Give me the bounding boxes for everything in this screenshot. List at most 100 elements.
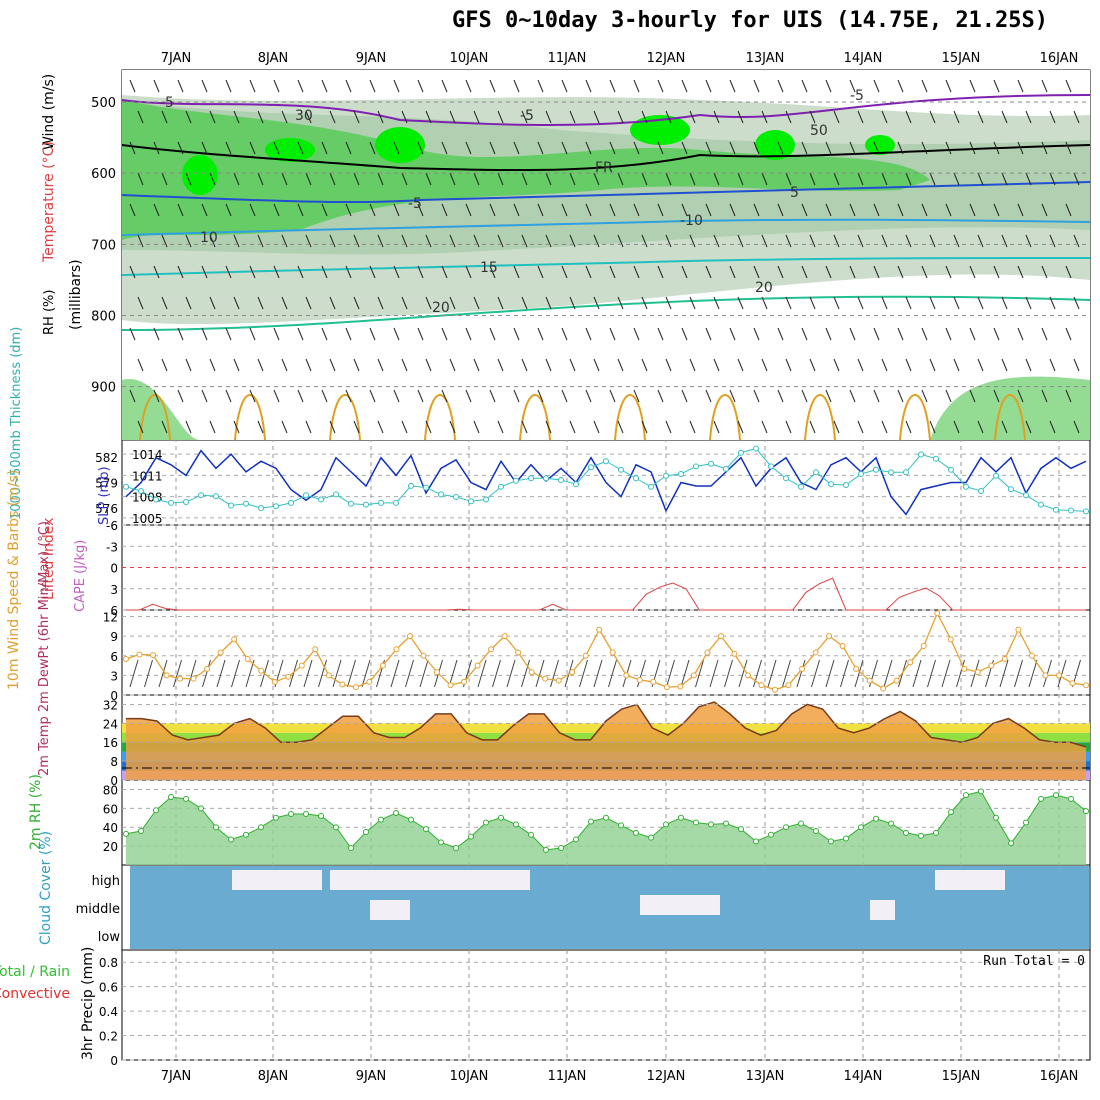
wind-barb <box>161 420 168 434</box>
wind-speed-point <box>1069 680 1076 687</box>
wind-barb <box>593 172 600 186</box>
wind-barb <box>497 234 504 248</box>
wind-speed-point <box>352 684 359 691</box>
wind-barb <box>185 420 192 434</box>
wind-barb <box>129 141 136 155</box>
wind-barb <box>849 203 856 217</box>
wind-barb <box>161 234 168 248</box>
wind-speed-line <box>125 611 1087 691</box>
thickness-point <box>678 471 684 477</box>
wind-barb <box>305 110 312 124</box>
x-tick-label-bottom: 9JAN <box>356 1069 387 1084</box>
rh-2m-point <box>393 810 399 817</box>
wind-barb <box>761 296 768 310</box>
wind-barb <box>641 420 648 434</box>
wind-barb <box>417 203 424 217</box>
thickness-point <box>288 499 294 506</box>
rh-2m-point <box>513 821 519 828</box>
wind-speed-point <box>1042 672 1049 679</box>
wind-barb <box>657 141 664 155</box>
y-tick-label: 600 <box>91 167 116 182</box>
contour-label: -5 <box>520 108 534 124</box>
wind-barb <box>249 203 256 217</box>
wind-barb <box>233 234 240 248</box>
surface-wind-barb <box>231 659 240 688</box>
wind-barb <box>881 420 888 434</box>
wind-barb <box>897 141 904 155</box>
wind-barb <box>137 172 144 186</box>
thickness-point <box>1008 486 1014 493</box>
wind-barb <box>881 172 888 186</box>
wind-barb <box>425 420 432 434</box>
wind-barb <box>249 141 256 155</box>
wind-barb <box>849 389 856 403</box>
wind-barb <box>489 327 496 341</box>
wind-speed-point <box>298 662 305 669</box>
x-tick-label-top: 14JAN <box>844 51 883 66</box>
wind-barb <box>953 296 960 310</box>
wind-barb <box>993 265 1000 279</box>
wind-barb <box>225 265 232 279</box>
wind-barb <box>153 141 160 155</box>
rh-2m-point <box>708 821 714 828</box>
rh-2m-point <box>573 836 579 843</box>
wind-speed-point <box>1015 626 1022 633</box>
wind-barb <box>297 389 304 403</box>
wind-barb <box>177 327 184 341</box>
wind-speed-point <box>393 646 400 653</box>
rh-2m-point <box>813 828 819 834</box>
wind-barb <box>737 358 744 372</box>
wind-barb <box>1065 265 1072 279</box>
rh-2m-point <box>993 814 999 821</box>
isotherm-line <box>121 218 1091 236</box>
y-tick-label: 900 <box>91 381 116 396</box>
surface-wind-barb <box>782 659 791 688</box>
thickness-point <box>303 492 309 499</box>
wind-barb <box>753 141 760 155</box>
wind-barb <box>993 141 1000 155</box>
rh-bright-area <box>182 155 218 195</box>
surface-wind-barb <box>956 659 965 688</box>
wind-barb <box>1049 420 1056 434</box>
x-tick-label-top: 7JAN <box>161 51 192 66</box>
wind-barb <box>257 420 264 434</box>
wind-barb <box>153 79 160 93</box>
wind-barb <box>945 265 952 279</box>
wind-barb <box>977 420 984 434</box>
rh-tick-label: 80 <box>103 783 118 797</box>
wind-barb <box>137 234 144 248</box>
wind-barb <box>225 203 232 217</box>
wind-barb <box>1041 203 1048 217</box>
wind-barb <box>905 358 912 372</box>
wind-barb <box>393 265 400 279</box>
wind-barb <box>401 172 408 186</box>
wind-barb <box>809 420 816 434</box>
wind-barb <box>297 265 304 279</box>
surface-wind-barb <box>506 659 516 688</box>
wind-speed-point <box>325 672 332 679</box>
isotherm-lower <box>234 394 266 441</box>
cloud-clear-patch <box>440 870 530 882</box>
surface-wind-barb <box>521 659 530 688</box>
rh-2m-point <box>933 829 939 836</box>
x-tick-label-top: 10JAN <box>450 51 489 66</box>
surface-wind-barb <box>695 659 704 688</box>
rh-2m-point <box>888 820 894 827</box>
wind-barb <box>401 358 408 372</box>
wind-barb <box>441 79 448 93</box>
run-total-label: Run Total = 0 <box>983 954 1085 969</box>
wind-barb <box>825 203 832 217</box>
li-tick-label: -3 <box>106 540 118 554</box>
wind-barb <box>1049 296 1056 310</box>
thickness-tick-label: 576 <box>95 502 118 516</box>
wind-barb <box>641 172 648 186</box>
wind-barb <box>993 327 1000 341</box>
li-tick-label: 6 <box>110 604 118 618</box>
surface-wind-barb <box>158 659 168 688</box>
wind-barb <box>1049 110 1056 124</box>
rh-2m-point <box>753 838 759 845</box>
ylabel-temperature-2m: 2m Temp 2m DewPt (6hr Min/Max) (°C) <box>37 521 52 776</box>
wind-barb <box>369 141 376 155</box>
surface-wind-barb <box>840 659 849 688</box>
